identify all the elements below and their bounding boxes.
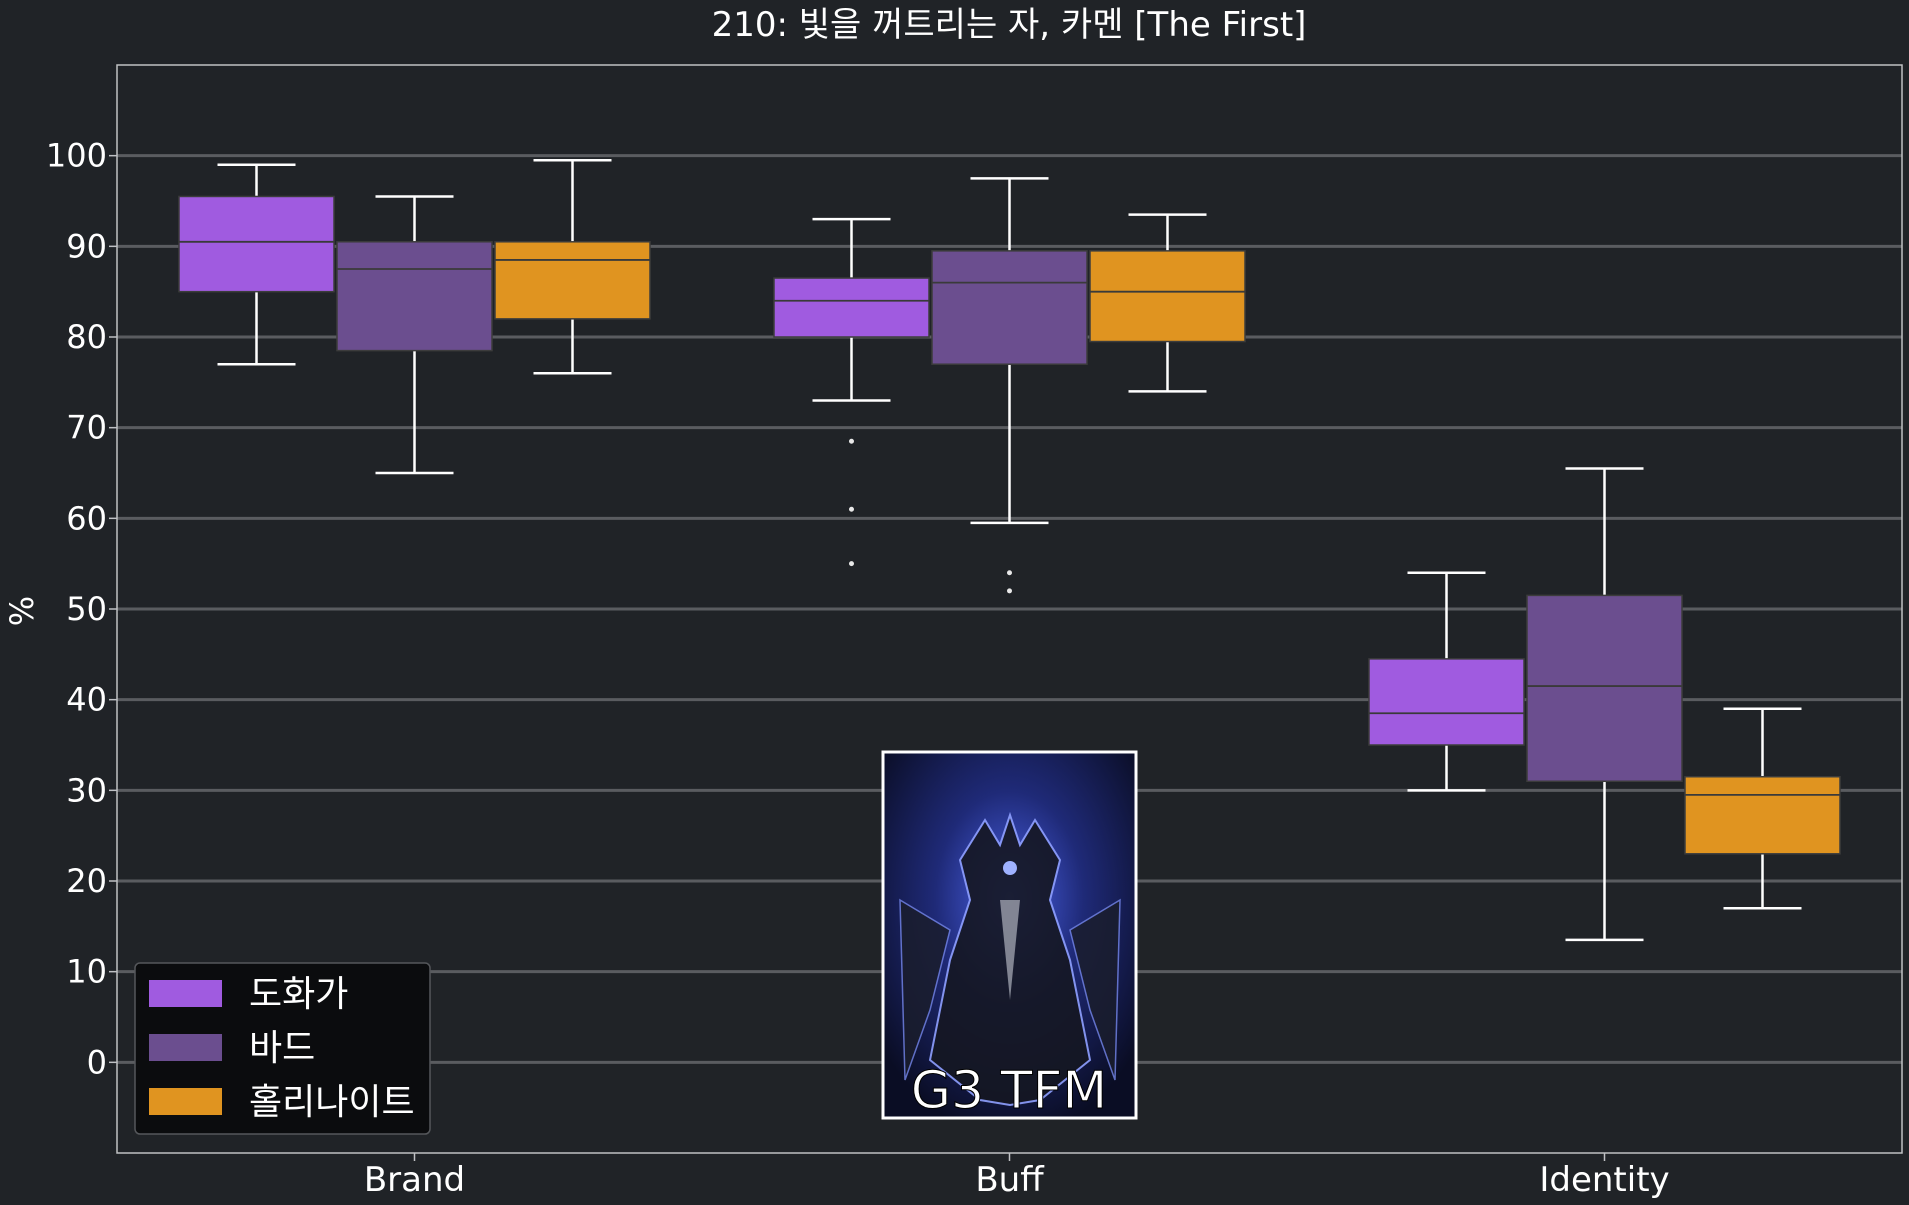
chart-title: 210: 빛을 꺼트리는 자, 카멘 [The First]: [712, 5, 1307, 45]
y-axis-label: %: [3, 596, 41, 626]
x-tick-label: Identity: [1539, 1160, 1669, 1200]
box-1-0: [773, 217, 930, 567]
outlier-point: [1007, 570, 1012, 576]
box-0-0: [178, 163, 335, 366]
y-tick-label: 50: [66, 590, 107, 628]
box-0-2: [494, 158, 651, 375]
box-0-1: [336, 195, 493, 475]
box-iqr: [494, 241, 651, 320]
box-2-2: [1684, 707, 1841, 910]
y-tick-label: 10: [66, 953, 107, 991]
x-axis-ticks: Brand Buff Identity: [364, 1153, 1670, 1200]
x-tick-label: Brand: [364, 1160, 465, 1200]
legend-label: 홀리나이트: [249, 1082, 415, 1123]
box-iqr: [773, 277, 930, 338]
box-iqr: [1526, 594, 1683, 783]
y-tick-label: 100: [46, 137, 107, 175]
legend-swatch: [149, 1088, 222, 1115]
box-iqr: [931, 250, 1088, 365]
legend-label: 바드: [249, 1028, 315, 1069]
outlier-point: [849, 438, 854, 444]
box-iqr: [1684, 775, 1841, 855]
y-tick-label: 20: [66, 862, 107, 900]
box-1-2: [1089, 213, 1246, 393]
box-iqr: [336, 241, 493, 352]
y-tick-label: 30: [66, 771, 107, 809]
outlier-point: [849, 506, 854, 512]
box-1-1: [931, 177, 1088, 594]
demon-figure-icon: [899, 811, 1121, 1107]
boss-thumbnail: G3 TFM: [881, 750, 1138, 1122]
box-2-1: [1526, 467, 1683, 942]
y-tick-label: 40: [66, 681, 107, 719]
box-2-0: [1368, 571, 1525, 792]
y-axis-ticks: 0 10 20 30 40 50 60 70 80 90 100: [46, 137, 117, 1081]
x-tick-label: Buff: [975, 1160, 1045, 1200]
thumbnail-caption: G3 TFM: [911, 1061, 1107, 1121]
y-tick-label: 0: [87, 1043, 107, 1081]
box-iqr: [1089, 250, 1246, 343]
box-iqr: [178, 195, 335, 293]
y-tick-label: 70: [66, 409, 107, 447]
outlier-point: [849, 561, 854, 567]
box-iqr: [1368, 658, 1525, 746]
outlier-point: [1007, 588, 1012, 594]
legend-swatch: [149, 1034, 222, 1061]
y-tick-label: 80: [66, 318, 107, 356]
box-series: [178, 158, 1841, 942]
y-tick-label: 90: [66, 227, 107, 265]
legend-swatch: [149, 980, 222, 1007]
y-tick-label: 60: [66, 499, 107, 537]
legend-label: 도화가: [249, 974, 348, 1015]
